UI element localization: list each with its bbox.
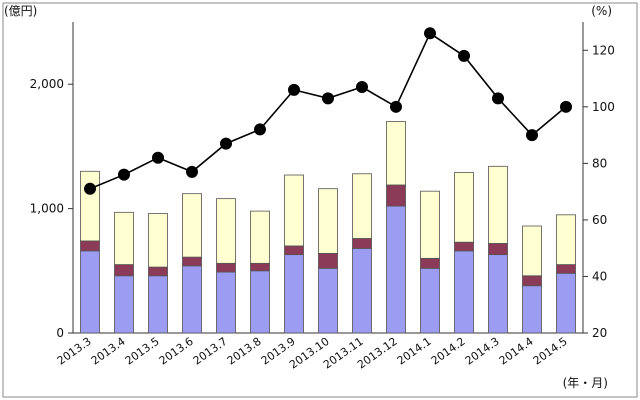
x-axis-tick-label: 2014.5 bbox=[531, 335, 570, 368]
bar-segment bbox=[420, 257, 440, 269]
line-point bbox=[84, 182, 96, 195]
x-axis-tick-label: 2014.1 bbox=[395, 335, 434, 368]
line-point bbox=[220, 137, 232, 150]
bar-segment bbox=[250, 262, 270, 272]
bar-segment bbox=[556, 214, 576, 265]
x-axis-tick-label: 2013.6 bbox=[157, 335, 196, 368]
right-axis-tick-label: 100 bbox=[592, 100, 615, 114]
bar-segment bbox=[352, 238, 372, 249]
x-axis-tick-label: 2014.2 bbox=[429, 335, 468, 368]
line-point bbox=[322, 92, 334, 105]
bar-segment bbox=[386, 184, 406, 207]
bar-segment bbox=[318, 188, 338, 254]
line-point bbox=[458, 49, 470, 62]
line-point bbox=[424, 27, 436, 40]
right-axis-tick-label: 20 bbox=[592, 326, 607, 340]
bar-segment bbox=[114, 275, 134, 334]
x-axis-tick-label: 2013.4 bbox=[89, 335, 128, 368]
x-axis-tick-label: 2013.7 bbox=[191, 335, 230, 368]
line-point bbox=[186, 165, 198, 178]
bar-segment bbox=[454, 241, 474, 252]
right-axis-tick-label: 40 bbox=[592, 269, 607, 283]
left-axis-unit: (億円) bbox=[4, 4, 37, 18]
bar-segment bbox=[148, 266, 168, 277]
x-axis-tick-label: 2014.4 bbox=[497, 335, 536, 368]
bar-segment bbox=[318, 267, 338, 334]
x-axis-tick-label: 2014.3 bbox=[463, 335, 502, 368]
line-point bbox=[118, 168, 130, 181]
bar-segment bbox=[488, 243, 508, 256]
bar-segment bbox=[420, 267, 440, 334]
bar-segment bbox=[352, 173, 372, 239]
bar-segment bbox=[182, 193, 202, 258]
bar-segment bbox=[522, 285, 542, 334]
bar-segment bbox=[114, 211, 134, 265]
line-point bbox=[288, 83, 300, 96]
bar-segment bbox=[216, 198, 236, 264]
line-point bbox=[254, 123, 266, 136]
line-point bbox=[492, 92, 504, 105]
bar-segment bbox=[114, 264, 134, 277]
bar-segment bbox=[80, 170, 100, 242]
bar-segment bbox=[556, 264, 576, 274]
bar-segment bbox=[182, 265, 202, 334]
bar-segment bbox=[386, 121, 406, 186]
x-axis-unit: (年・月) bbox=[563, 376, 608, 390]
bar-segment bbox=[284, 254, 304, 334]
bar-segment bbox=[352, 248, 372, 334]
left-axis-tick-label: 0 bbox=[56, 326, 64, 340]
line-point bbox=[526, 129, 538, 142]
bar-segment bbox=[522, 225, 542, 277]
bar-segment bbox=[488, 254, 508, 334]
bar-segment bbox=[250, 270, 270, 334]
bar-segment bbox=[420, 190, 440, 259]
bar-segment bbox=[454, 250, 474, 334]
plot-area: 01,0002,000204060801001202013.32013.4201… bbox=[30, 22, 615, 372]
x-axis-tick-label: 2013.8 bbox=[225, 335, 264, 368]
bar-segment bbox=[250, 210, 270, 264]
bar-segment bbox=[182, 256, 202, 267]
bar-segment bbox=[488, 165, 508, 244]
line-point bbox=[152, 151, 164, 164]
line-point bbox=[390, 100, 402, 113]
bar-segment bbox=[216, 262, 236, 273]
right-axis-tick-label: 60 bbox=[592, 213, 607, 227]
bar-segment bbox=[216, 271, 236, 334]
right-axis-tick-label: 120 bbox=[592, 43, 615, 57]
bar-segment bbox=[80, 250, 100, 334]
bar-segment bbox=[556, 272, 576, 334]
line-point bbox=[356, 81, 368, 94]
bar-segment bbox=[80, 240, 100, 252]
left-axis-tick-label: 2,000 bbox=[30, 77, 64, 91]
bar-segment bbox=[284, 174, 304, 247]
bar-segment bbox=[386, 205, 406, 334]
bar-segment bbox=[284, 245, 304, 256]
bar-segment bbox=[148, 275, 168, 334]
bar-segment bbox=[522, 275, 542, 287]
bar-segment bbox=[148, 213, 168, 268]
x-axis-tick-label: 2013.5 bbox=[123, 335, 162, 368]
right-axis-tick-label: 80 bbox=[592, 156, 607, 170]
bar-segment bbox=[454, 172, 474, 243]
left-axis-tick-label: 1,000 bbox=[30, 202, 64, 216]
line-series bbox=[89, 32, 567, 190]
line-point bbox=[560, 100, 572, 113]
bar-segment bbox=[318, 252, 338, 269]
right-axis-unit: (%) bbox=[591, 4, 612, 18]
